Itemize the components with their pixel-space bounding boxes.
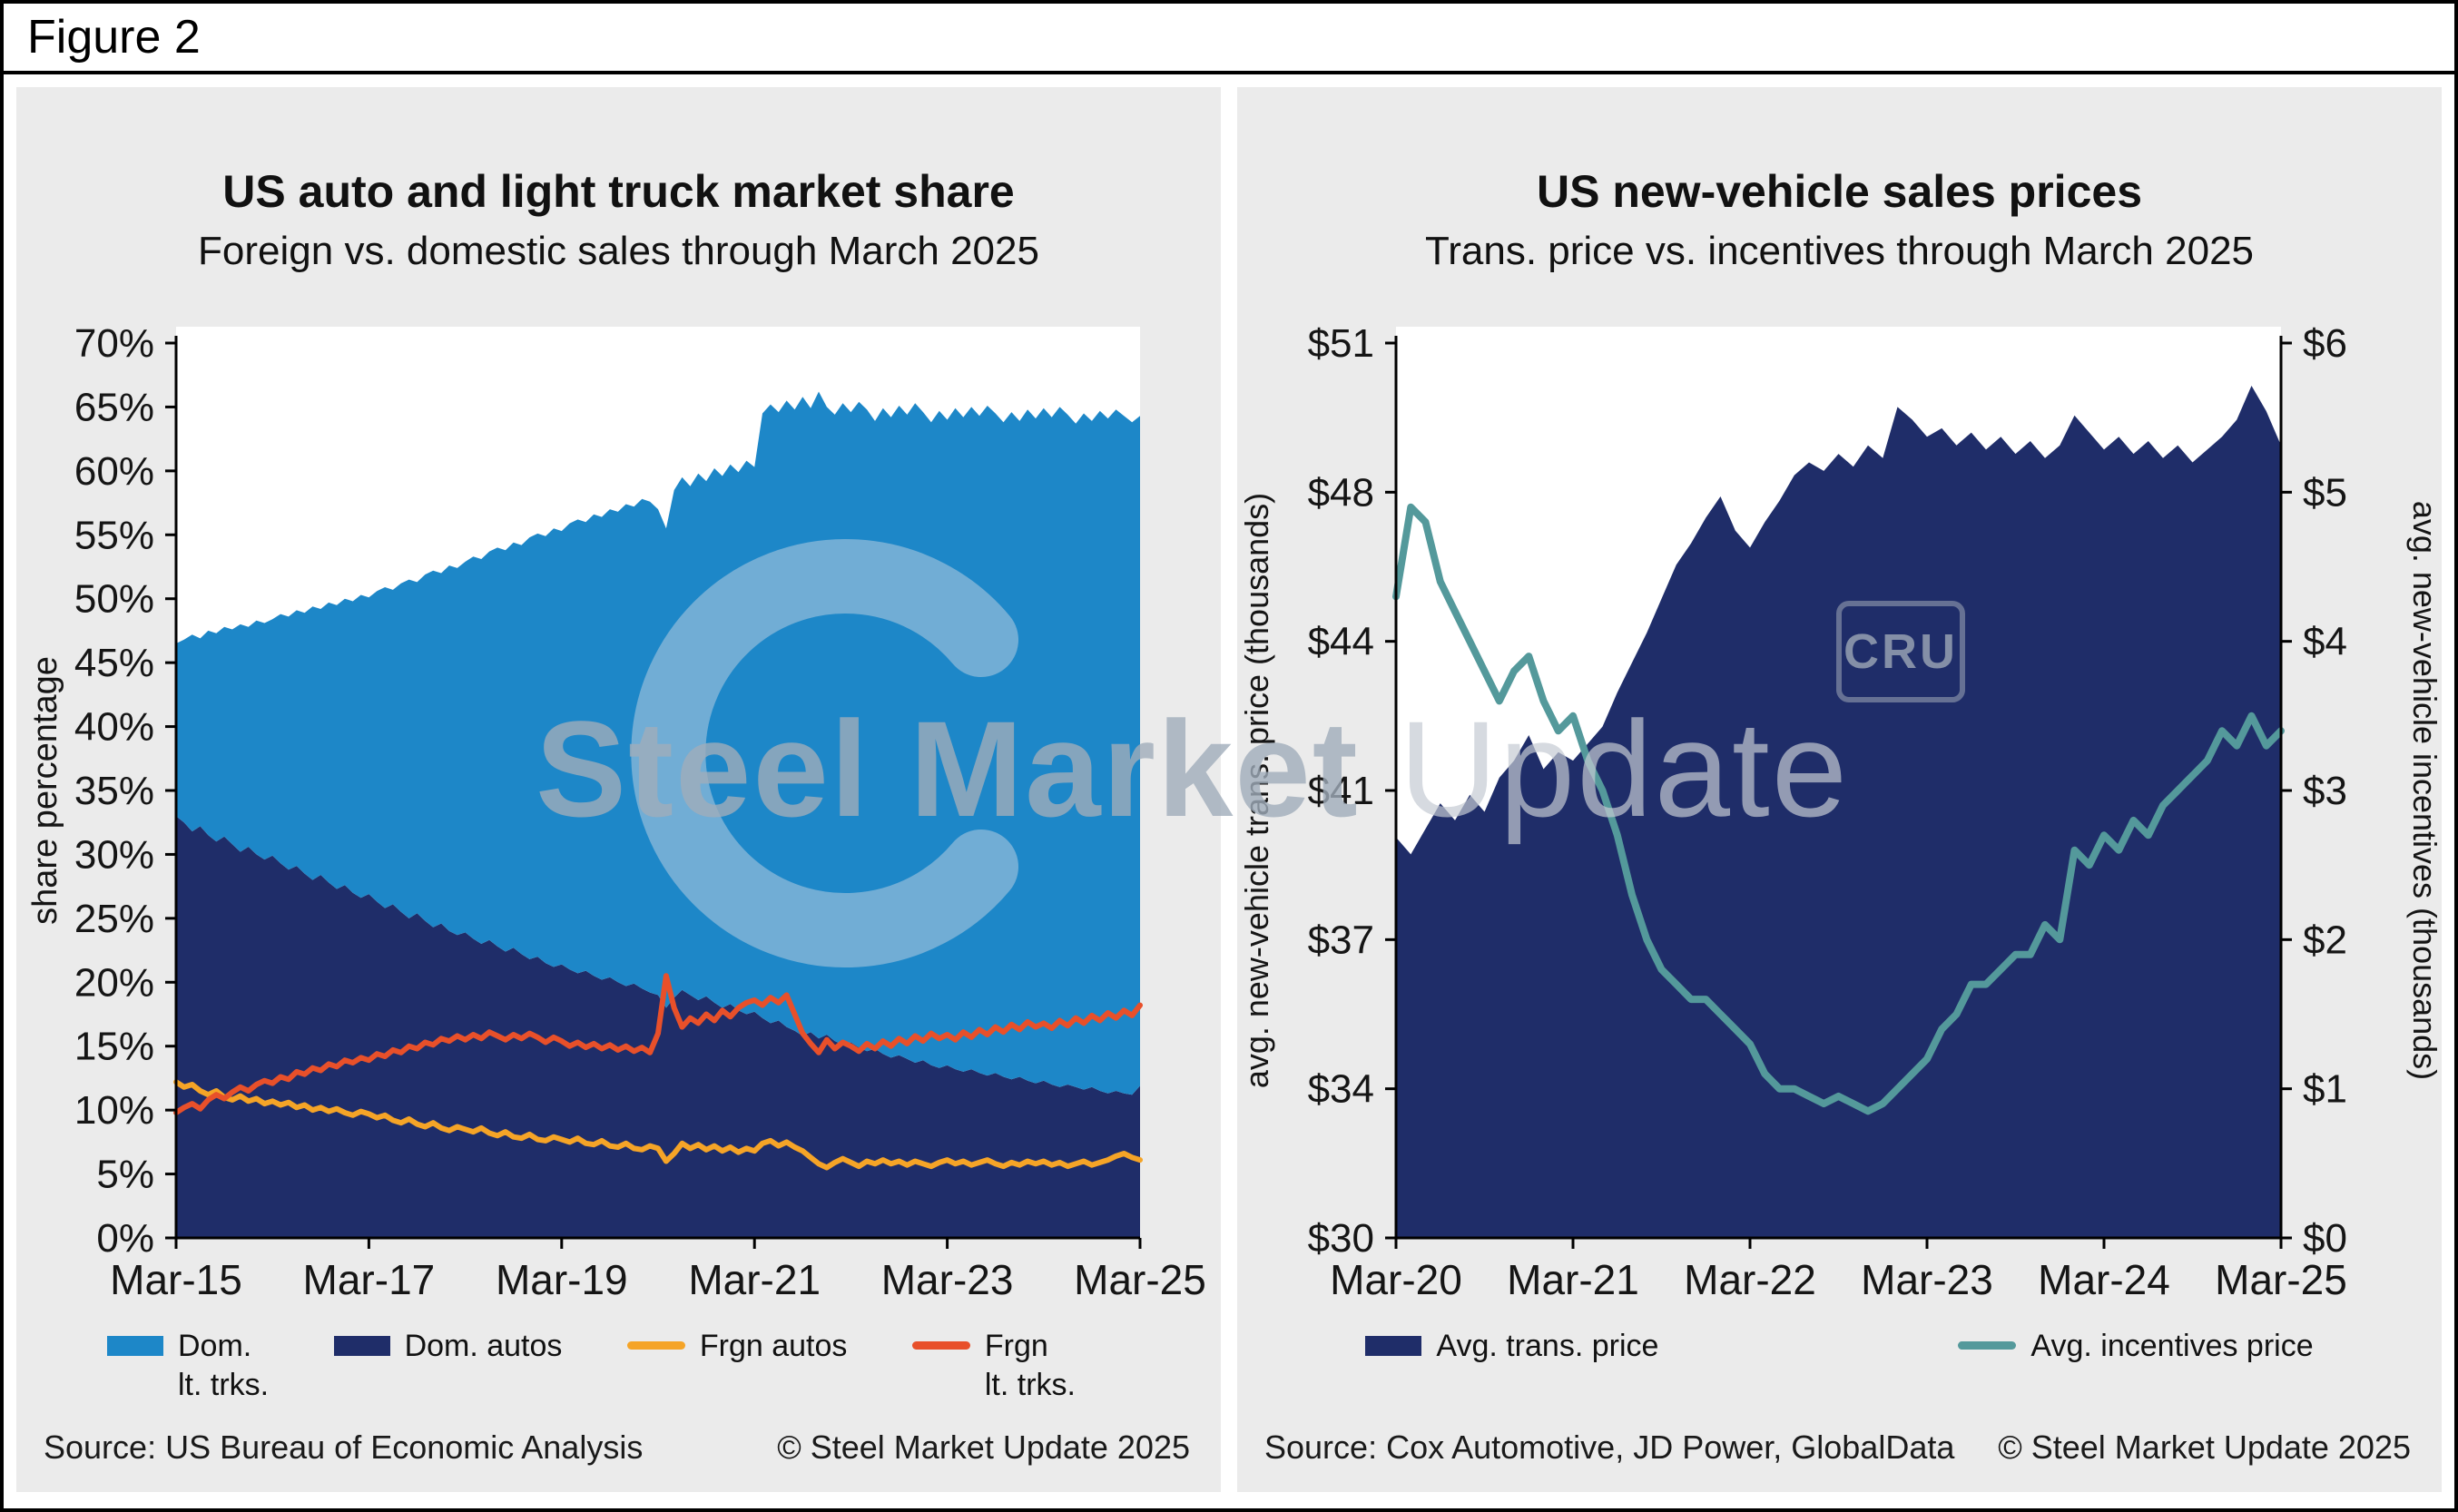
charts-content: US auto and light truck market share For… [4, 74, 2454, 1508]
axis-tick-label: 55% [74, 513, 154, 557]
legend-item: Dom. lt. trks. [107, 1327, 269, 1404]
sales-prices-footer: Source: Cox Automotive, JD Power, Global… [1237, 1429, 2442, 1492]
sales-prices-subtitle: Trans. price vs. incentives through Marc… [1424, 229, 2255, 273]
axis-tick-label: Mar-17 [303, 1256, 436, 1303]
axis-tick-label: 25% [74, 897, 154, 941]
axis-tick-label: $3 [2303, 769, 2347, 813]
sales-prices-chart: $30 $34 $37 $41 $44 $48 $51 $0 $1 $2 $3 $4 $5 $6 Mar-2… [1238, 321, 2442, 1303]
legend-item: Frgn lt. trks. [911, 1327, 1076, 1404]
market-share-subtitle: Foreign vs. domestic sales through March… [198, 229, 1039, 273]
market-share-copyright: © Steel Market Update 2025 [777, 1429, 1190, 1466]
legend-label: Avg. incentives price [2030, 1329, 2314, 1363]
axis-tick-label: Mar-21 [688, 1256, 821, 1303]
axis-tick-label: $30 [1308, 1216, 1374, 1261]
axis-tick-label: 40% [74, 705, 154, 750]
axis-tick-label: $41 [1308, 769, 1374, 813]
market-share-footer: Source: US Bureau of Economic Analysis ©… [16, 1429, 1221, 1492]
legend-item: Avg. incentives price [1958, 1327, 2314, 1366]
axis-tick-label: 20% [74, 960, 154, 1005]
axis-tick-label: Mar-19 [496, 1256, 628, 1303]
axis-tick-label: $34 [1308, 1067, 1374, 1112]
axis-tick-label: $44 [1308, 620, 1374, 664]
axis-tick-label: Mar-23 [881, 1256, 1014, 1303]
axis-tick-label: $51 [1308, 321, 1374, 366]
legend-swatch-icon [626, 1341, 685, 1350]
axis-tick-label: Mar-15 [110, 1256, 242, 1303]
axis-tick-label: 5% [96, 1153, 154, 1197]
market-share-panel: US auto and light truck market share For… [16, 87, 1221, 1492]
axis-tick-label: 65% [74, 385, 154, 429]
axis-tick-label: 15% [74, 1025, 154, 1069]
legend-swatch-icon [911, 1341, 970, 1350]
axis-tick-label: Mar-21 [1507, 1256, 1639, 1303]
legend-label: Frgn lt. trks. [984, 1329, 1076, 1402]
axis-tick-label: $2 [2303, 918, 2347, 962]
axis-tick-label: 45% [74, 641, 154, 685]
legend-label: Avg. trans. price [1436, 1329, 1659, 1363]
legend-label: Dom. lt. trks. [178, 1329, 270, 1402]
legend-swatch-icon [107, 1336, 163, 1356]
axis-tick-label: $1 [2303, 1067, 2347, 1112]
avg-incentives-line [1392, 503, 2285, 1115]
y-axis-title: share percentage [26, 656, 64, 925]
sales-prices-title: US new-vehicle sales prices [1536, 166, 2143, 217]
sales-prices-panel: US new-vehicle sales prices Trans. price… [1237, 87, 2442, 1492]
frgn-lt-trks-line [173, 973, 1143, 1115]
axis-tick-label: Mar-22 [1684, 1256, 1816, 1303]
axis-tick-label: $5 [2303, 470, 2347, 515]
axis-tick-label: $48 [1308, 470, 1374, 515]
axis-tick-label: 60% [74, 449, 154, 494]
axis-tick-label: 70% [74, 321, 154, 366]
sales-prices-source: Source: Cox Automotive, JD Power, Global… [1264, 1429, 1955, 1466]
axis-tick-label: Mar-24 [2038, 1256, 2170, 1303]
legend-item: Dom. autos [333, 1327, 563, 1366]
axis-tick-label: Mar-25 [1074, 1256, 1206, 1303]
axis-tick-label: $4 [2303, 620, 2347, 664]
market-share-title: US auto and light truck market share [222, 166, 1015, 217]
avg-trans-price-area [1396, 386, 2281, 1238]
axis-tick-label: 50% [74, 577, 154, 622]
sales-prices-copyright: © Steel Market Update 2025 [1998, 1429, 2411, 1466]
sales-prices-legend: Avg. trans. price Avg. incentives price [1237, 1327, 2442, 1366]
figure-label: Figure 2 [27, 11, 201, 64]
axis-tick-label: 35% [74, 769, 154, 813]
market-share-legend: Dom. lt. trks. Dom. autos Frgn autos Frgn l… [16, 1327, 1221, 1404]
legend-swatch-icon [1958, 1341, 2017, 1350]
axis-tick-label: 10% [74, 1088, 154, 1133]
axis-tick-label: $37 [1308, 918, 1374, 962]
y-axis-title-left: avg. new-vehicle trans. price (thousands… [1238, 493, 1275, 1088]
legend-swatch-icon [333, 1336, 390, 1356]
market-share-source: Source: US Bureau of Economic Analysis [44, 1429, 644, 1466]
legend-item: Avg. trans. price [1365, 1327, 1658, 1366]
legend-item: Frgn autos [626, 1327, 848, 1366]
figure-header: Figure 2 [4, 4, 2454, 74]
market-share-chart: 0% 5% 10% 15% 20% 25% 30% 35% 40% 45% 50% 55% 60% 65%… [26, 321, 1206, 1303]
axis-tick-label: 0% [96, 1216, 154, 1261]
axis-tick-label: Mar-23 [1861, 1256, 1993, 1303]
axis-tick-label: $0 [2303, 1216, 2347, 1261]
axis-tick-label: Mar-20 [1330, 1256, 1462, 1303]
frgn-autos-line [173, 1079, 1143, 1171]
axis-tick-label: 30% [74, 832, 154, 877]
axis-tick-label: $6 [2303, 321, 2347, 366]
axis-tick-label: Mar-25 [2215, 1256, 2347, 1303]
legend-swatch-icon [1365, 1336, 1422, 1356]
legend-label: Frgn autos [699, 1329, 848, 1363]
dom-lt-trks-area [176, 391, 1140, 1095]
y-axis-title-right: avg. new-vehicle incentives (thousands) [2406, 501, 2442, 1080]
legend-label: Dom. autos [404, 1329, 563, 1363]
